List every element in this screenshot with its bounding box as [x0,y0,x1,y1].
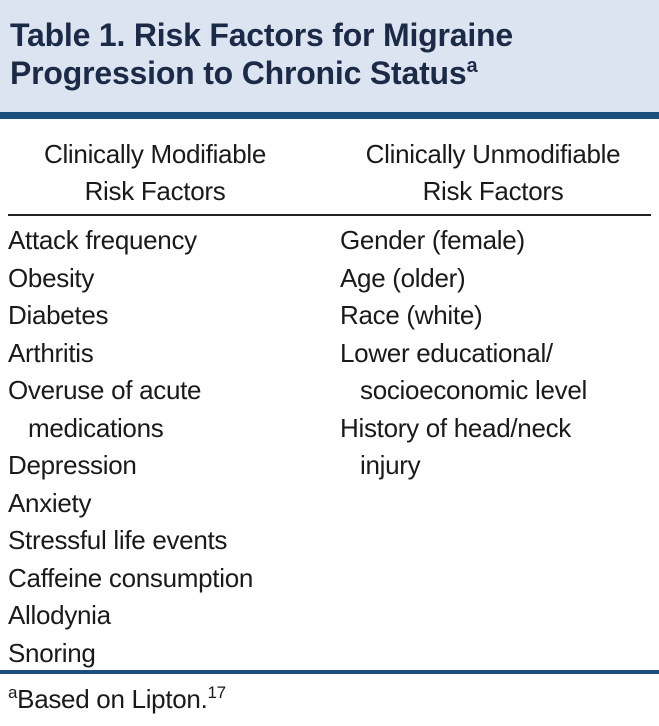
list-item: Obesity [8,260,308,298]
list-item: Stressful life events [8,522,308,560]
title-text: Progression to Chronic Status [10,55,467,91]
header-line: Risk Factors [84,176,226,206]
item-line: Gender (female) [340,225,525,255]
item-line: Obesity [8,262,95,293]
bottom-rule [0,670,659,674]
list-item: Snoring [8,635,308,673]
footnote-marker: a [8,683,18,702]
item-line: History of head/neck [340,412,572,443]
column: Clinically Unmodifiable Risk Factors Gende… [340,136,650,485]
item-line: Allodynia [8,600,111,630]
title-superscript: a [466,55,478,77]
list-item: Depression [8,447,308,485]
footnote-text: Based on Lipton. [17,684,208,714]
item-line: Overuse of acute [8,375,202,405]
item-line: Age (older) [340,262,466,293]
item-line: Anxiety [8,487,92,518]
footnote-reference: 17 [207,683,227,702]
list-item: Arthritis [8,335,308,373]
item-line: Stressful life events [8,525,228,555]
list-item: Overuse of acute medications [8,372,308,447]
item-line: Race (white) [340,300,483,330]
title-text: Table 1. Risk Factors for Migraine [10,17,513,53]
item-line: Diabetes [8,300,109,330]
list-item: Anxiety [8,485,308,523]
column-header: Clinically Modifiable Risk Factors [0,136,310,214]
item-list: Attack frequency Obesity Diabetes Arthritis… [8,222,308,672]
item-line: Depression [8,450,137,480]
column-header: Clinically Unmodifiable Risk Factors [332,136,654,214]
header-rule [8,214,651,216]
item-line: socioeconomic level [360,375,587,405]
item-list: Gender (female) Age (older) Race (white) Lo… [340,222,650,485]
list-item: Race (white) [340,297,650,335]
header-line: Clinically Unmodifiable [365,139,621,169]
column: Clinically Modifiable Risk Factors Attack … [8,136,308,672]
list-item: Gender (female) [340,222,650,260]
header-line: Clinically Modifiable [43,139,266,169]
list-item: History of head/neck injury [340,410,650,485]
header-line: Risk Factors [422,176,564,206]
list-item: Allodynia [8,597,308,635]
list-item: Attack frequency [8,222,308,260]
item-line: Lower educational/ [340,337,553,368]
item-line: Caffeine consumption [8,562,254,593]
table-title: Table 1. Risk Factors for Migraine Progre… [10,16,513,92]
list-item: Diabetes [8,297,308,335]
item-line: medications [28,412,164,443]
list-item: Lower educational/socioeconomic level [340,335,650,410]
item-line: Attack frequency [8,225,197,255]
item-line: Arthritis [8,337,94,368]
title-line: Progression to Chronic Statusa [10,54,513,92]
title-line: Table 1. Risk Factors for Migraine [10,16,513,54]
list-item: Age (older) [340,260,650,298]
item-line: injury [360,450,421,480]
item-line: Snoring [8,637,96,668]
footnote: aBased on Lipton.17 [8,684,226,715]
title-band: Table 1. Risk Factors for Migraine Progre… [0,0,659,119]
list-item: Caffeine consumption [8,560,308,598]
